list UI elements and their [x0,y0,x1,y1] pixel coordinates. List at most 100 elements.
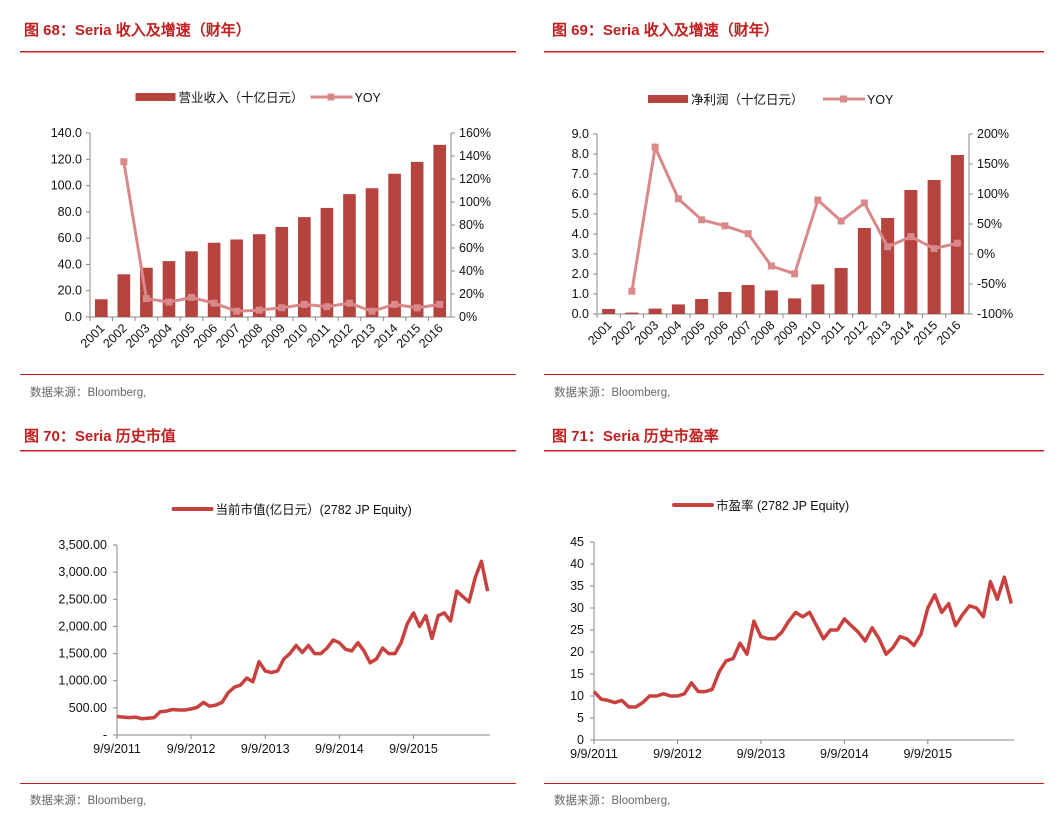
y-tick-label-right: 40% [459,264,484,278]
bar [410,161,424,317]
series-line [116,559,490,721]
yoy-marker [907,233,915,241]
yoy-marker [884,243,892,251]
y-tick-label-right: 20% [459,287,484,301]
bar [162,261,176,317]
y-tick-label-right: 0% [459,310,477,324]
title-divider [544,51,1044,53]
y-tick-label-right: 120% [459,172,491,186]
x-tick-label: 2010 [794,318,824,348]
yoy-marker [814,196,822,204]
y-tick-label: 0 [577,733,584,747]
x-tick-label: 2013 [864,318,894,348]
yoy-marker [391,300,399,308]
y-tick-label: 40 [570,557,584,571]
source-note: 数据来源：Bloomberg, [30,793,146,807]
y-tick-label-right: 80% [459,218,484,232]
y-tick-label-right: 140% [459,149,491,163]
y-tick-label-right: 150% [977,157,1009,171]
figure-title: 图 69：Seria 收入及增速（财年） [552,21,779,39]
y-tick-label-left: 140.0 [51,126,82,140]
x-tick-label: 2004 [655,318,685,348]
yoy-marker [860,199,868,207]
figure-title: 图 70：Seria 历史市值 [24,427,176,445]
x-tick-label: 2008 [748,318,778,348]
y-tick-label-right: 0% [977,247,995,261]
bar [230,239,243,317]
legend-marker [840,95,847,103]
x-tick-label: 2010 [281,321,311,351]
y-tick-label: 35 [570,579,584,593]
chart-revenue: 0.0 20.0 40.0 60.0 80.0 100.0 120.0 140.0 0% 20% 4… [51,90,491,351]
source-divider [544,374,1044,375]
bar [94,299,108,317]
x-tick-label: 9/9/2015 [903,747,952,761]
x-tick-label: 2016 [416,321,446,351]
x-tick-label: 2013 [349,321,379,351]
y-tick-label: 2,000.00 [58,619,107,633]
source-divider [20,374,516,375]
y-tick-label-left: 60.0 [58,231,82,245]
bar [343,194,356,317]
y-tick-label-left: 20.0 [58,284,82,298]
source-divider [20,783,516,784]
bar [764,290,778,314]
bar [433,144,447,317]
yoy-marker [651,143,659,151]
y-tick-label: 1,500.00 [58,647,107,661]
x-tick-label: 9/9/2011 [93,742,141,756]
bar [718,292,732,314]
x-tick-label: 2003 [632,318,662,348]
y-tick-label-left: 8.0 [572,147,589,161]
bar [834,268,848,314]
y-tick-label-left: 3.0 [572,247,589,261]
title-divider [544,450,1044,452]
yoy-marker [953,239,961,247]
yoy-marker [142,295,150,303]
y-tick-label-left: 0.0 [572,307,589,321]
y-tick-label-right: 160% [459,126,491,140]
y-tick-label-right: 100% [459,195,491,209]
y-tick-label: 25 [570,623,584,637]
x-tick-label: 9/9/2015 [389,742,438,756]
x-tick-label: 2003 [123,321,153,351]
legend-label: 净利润（十亿日元） [691,92,804,107]
panel-68: 图 68：Seria 收入及增速（财年） 数据来源：Bloomberg, 0.0… [20,21,516,399]
panel-70: 图 70：Seria 历史市值 数据来源：Bloomberg, - 500.00 1… [20,427,516,807]
x-tick-label: 2007 [213,321,243,351]
source-divider [544,783,1044,784]
panel-71: 图 71：Seria 历史市盈率 数据来源：Bloomberg, 0 5 10 15 2… [544,427,1044,807]
yoy-marker [345,299,353,307]
bar [207,242,221,317]
legend-swatch-bar [135,93,176,101]
bar [811,284,825,314]
yoy-marker [210,299,218,307]
x-tick-label: 2009 [771,318,801,348]
y-tick-label: 3,500.00 [58,538,107,552]
x-tick-label: 2012 [841,318,871,348]
bar [671,304,685,314]
bar [857,228,871,314]
x-tick-label: 9/9/2011 [570,747,618,761]
yoy-marker [120,158,128,166]
x-tick-label: 2016 [934,318,964,348]
title-divider [20,51,516,53]
y-tick-label-left: 9.0 [572,127,589,141]
y-tick-label-left: 1.0 [572,287,589,301]
x-tick-label: 2004 [146,321,176,351]
x-tick-label: 2008 [236,321,266,351]
y-tick-label-right: -50% [977,277,1006,291]
figure-title: 图 71：Seria 历史市盈率 [552,427,719,445]
bar [950,155,964,314]
x-tick-label: 9/9/2012 [167,742,216,756]
bar [275,226,289,317]
y-tick-label-left: 2.0 [572,267,589,281]
source-note: 数据来源：Bloomberg, [554,793,670,807]
y-tick-label-left: 40.0 [58,257,82,271]
x-tick-label: 2012 [326,321,356,351]
yoy-marker [233,307,241,315]
yoy-marker [791,270,799,278]
yoy-marker [674,195,682,203]
x-tick-label: 2007 [725,318,755,348]
